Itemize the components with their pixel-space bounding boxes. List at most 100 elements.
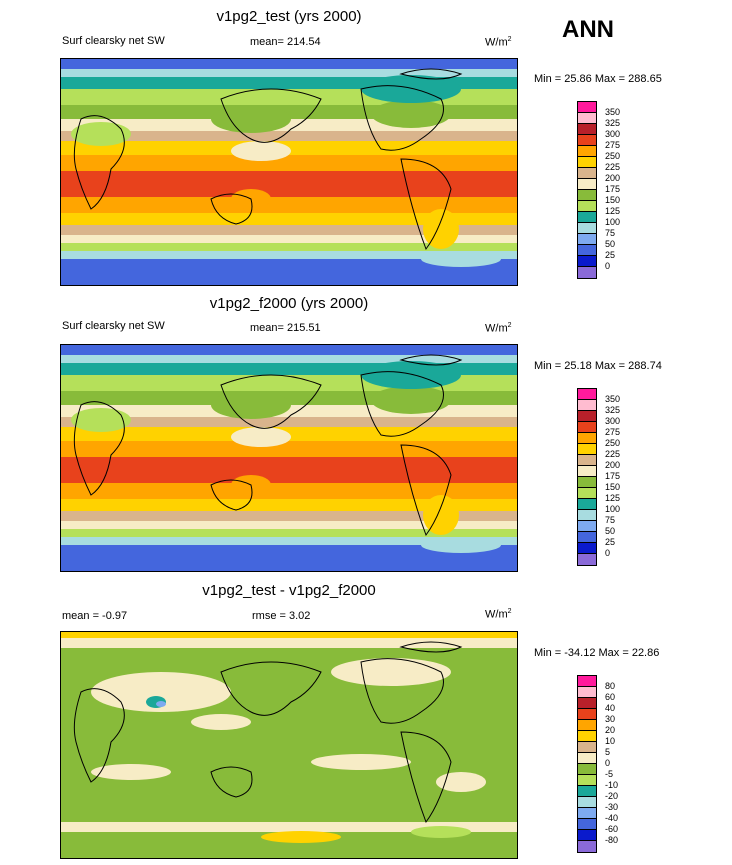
panel-3-rmse-label: rmse = 3.02 <box>252 610 311 622</box>
panel-2-map <box>60 344 518 572</box>
colorbar-segment <box>578 157 596 168</box>
colorbar-segment <box>578 488 596 499</box>
colorbar-segment <box>578 819 596 830</box>
colorbar-tick-label: 300 <box>605 129 621 139</box>
colorbar-tick-label: -60 <box>605 824 619 834</box>
colorbar-segment <box>578 422 596 433</box>
panel-2-colorbar <box>577 388 597 566</box>
colorbar-segment <box>578 775 596 786</box>
colorbar-tick-label: 275 <box>605 427 621 437</box>
colorbar-tick-label: 5 <box>605 747 611 757</box>
colorbar-segment <box>578 179 596 190</box>
panel-3-min-max: Min = -34.12 Max = 22.86 <box>534 647 660 659</box>
colorbar-segment <box>578 212 596 223</box>
colorbar-segment <box>578 543 596 554</box>
colorbar-segment <box>578 797 596 808</box>
colorbar-segment <box>578 234 596 245</box>
panel-1-units: W/m2 <box>485 36 512 49</box>
colorbar-segment <box>578 411 596 422</box>
colorbar-segment <box>578 455 596 466</box>
colorbar-tick-label: 75 <box>605 515 616 525</box>
panel-3-map <box>60 631 518 859</box>
colorbar-segment <box>578 764 596 775</box>
colorbar-tick-label: 350 <box>605 107 621 117</box>
colorbar-segment <box>578 102 596 113</box>
colorbar-segment <box>578 786 596 797</box>
colorbar-tick-label: 80 <box>605 681 616 691</box>
colorbar-tick-label: 325 <box>605 118 621 128</box>
colorbar-tick-label: 250 <box>605 151 621 161</box>
colorbar-segment <box>578 676 596 687</box>
colorbar-segment <box>578 245 596 256</box>
panel-1-mean-label: mean= 214.54 <box>250 36 321 48</box>
colorbar-tick-label: 10 <box>605 736 616 746</box>
colorbar-segment <box>578 400 596 411</box>
colorbar-tick-label: 75 <box>605 228 616 238</box>
panel-1-min-max: Min = 25.86 Max = 288.65 <box>534 73 662 85</box>
colorbar-tick-label: 200 <box>605 460 621 470</box>
colorbar-tick-label: 20 <box>605 725 616 735</box>
colorbar-tick-label: 60 <box>605 692 616 702</box>
colorbar-segment <box>578 201 596 212</box>
colorbar-segment <box>578 709 596 720</box>
colorbar-segment <box>578 510 596 521</box>
colorbar-tick-label: 200 <box>605 173 621 183</box>
panel-2-colorbar-labels: 350 325 300 275 250 225 200 175 150 125 100 75 50 25 0 <box>605 394 620 559</box>
colorbar-tick-label: 150 <box>605 195 621 205</box>
panel-3-map-svg <box>61 632 517 858</box>
colorbar-segment <box>578 554 596 565</box>
colorbar-segment <box>578 808 596 819</box>
panel-2-units: W/m2 <box>485 322 512 335</box>
panel-3-mean-label: mean = -0.97 <box>62 610 128 622</box>
colorbar-tick-label: 0 <box>605 758 611 768</box>
colorbar-segment <box>578 146 596 157</box>
colorbar-tick-label: 175 <box>605 471 621 481</box>
colorbar-segment <box>578 841 596 852</box>
colorbar-tick-label: 25 <box>605 250 616 260</box>
colorbar-tick-label: 50 <box>605 239 616 249</box>
colorbar-tick-label: 125 <box>605 493 621 503</box>
colorbar-tick-label: 275 <box>605 140 621 150</box>
panel-3-units: W/m2 <box>485 608 512 621</box>
colorbar-tick-label: 25 <box>605 537 616 547</box>
colorbar-tick-label: 350 <box>605 394 621 404</box>
colorbar-segment <box>578 190 596 201</box>
colorbar-segment <box>578 731 596 742</box>
colorbar-segment <box>578 720 596 731</box>
colorbar-segment <box>578 433 596 444</box>
colorbar-segment <box>578 124 596 135</box>
colorbar-segment <box>578 256 596 267</box>
panel-1-variable-label: Surf clearsky net SW <box>62 35 165 47</box>
colorbar-tick-label: 225 <box>605 162 621 172</box>
panel-1-map-svg <box>61 59 517 285</box>
panel-3-colorbar <box>577 675 597 853</box>
colorbar-tick-label: 40 <box>605 703 616 713</box>
panel-2-variable-label: Surf clearsky net SW <box>62 320 165 332</box>
colorbar-tick-label: -30 <box>605 802 619 812</box>
colorbar-tick-label: 250 <box>605 438 621 448</box>
colorbar-tick-label: -80 <box>605 835 619 845</box>
colorbar-tick-label: 325 <box>605 405 621 415</box>
colorbar-tick-label: 30 <box>605 714 616 724</box>
colorbar-tick-label: 175 <box>605 184 621 194</box>
colorbar-tick-label: 0 <box>605 261 611 271</box>
colorbar-segment <box>578 477 596 488</box>
colorbar-segment <box>578 742 596 753</box>
colorbar-segment <box>578 466 596 477</box>
panel-2-map-svg <box>61 345 517 571</box>
colorbar-segment <box>578 267 596 278</box>
colorbar-tick-label: 150 <box>605 482 621 492</box>
colorbar-tick-label: 50 <box>605 526 616 536</box>
colorbar-segment <box>578 698 596 709</box>
colorbar-tick-label: -40 <box>605 813 619 823</box>
panel-1-colorbar <box>577 101 597 279</box>
colorbar-segment <box>578 687 596 698</box>
panel-2-min-max: Min = 25.18 Max = 288.74 <box>534 360 662 372</box>
colorbar-segment <box>578 168 596 179</box>
colorbar-tick-label: -5 <box>605 769 614 779</box>
colorbar-tick-label: 125 <box>605 206 621 216</box>
colorbar-segment <box>578 532 596 543</box>
panel-1-colorbar-labels: 350 325 300 275 250 225 200 175 150 125 100 75 50 25 0 <box>605 107 620 272</box>
colorbar-tick-label: 100 <box>605 504 621 514</box>
colorbar-segment <box>578 389 596 400</box>
